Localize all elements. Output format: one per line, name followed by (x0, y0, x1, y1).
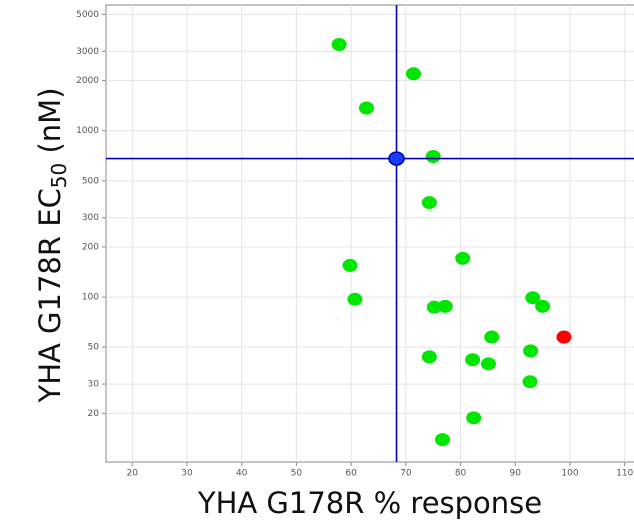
x-tick-label: 70 (400, 469, 412, 479)
x-tick-label: 60 (345, 469, 357, 479)
point (466, 411, 482, 425)
point (405, 67, 421, 81)
x-axis-label: YHA G178R % response (197, 486, 542, 520)
point (388, 151, 405, 166)
x-tick-label: 50 (291, 469, 303, 479)
point (347, 292, 363, 306)
point (455, 251, 471, 265)
point (465, 353, 481, 367)
y-tick-label: 5000 (76, 10, 99, 20)
point (437, 299, 453, 313)
y-tick-label: 30 (88, 380, 100, 390)
y-tick-label: 20 (88, 409, 100, 419)
x-tick-label: 40 (236, 469, 248, 479)
x-tick-label: 80 (455, 469, 467, 479)
point (525, 291, 541, 305)
y-tick-label: 100 (82, 293, 99, 303)
x-tick-label: 90 (510, 469, 522, 479)
point (556, 330, 572, 344)
y-tick-label: 1000 (76, 126, 99, 136)
point (480, 357, 496, 371)
point (425, 150, 441, 164)
y-label-sub: 50 (47, 163, 71, 188)
point (523, 344, 539, 358)
x-tick-label: 100 (561, 469, 578, 479)
x-tick-label: 20 (127, 469, 139, 479)
point (342, 258, 358, 272)
point (434, 433, 450, 447)
x-tick-label: 30 (181, 469, 193, 479)
y-label-main: YHA G178R EC (33, 188, 67, 403)
y-label-rest: (nM) (33, 87, 67, 162)
point (331, 37, 347, 51)
plot-area (105, 4, 634, 463)
point (426, 300, 442, 314)
y-tick-label: 3000 (76, 47, 99, 57)
y-tick-label: 2000 (76, 76, 99, 86)
point (535, 299, 551, 313)
point (484, 330, 500, 344)
point (522, 375, 538, 389)
x-tick-label: 110 (616, 469, 633, 479)
point (421, 196, 437, 210)
y-tick-label: 200 (82, 243, 99, 253)
point (421, 350, 437, 364)
y-axis-label: YHA G178R EC50 (nM) (33, 87, 71, 403)
y-tick-label: 300 (82, 213, 99, 223)
y-tick-label: 50 (88, 343, 100, 353)
y-tick-label: 500 (82, 176, 99, 186)
point (358, 101, 374, 115)
